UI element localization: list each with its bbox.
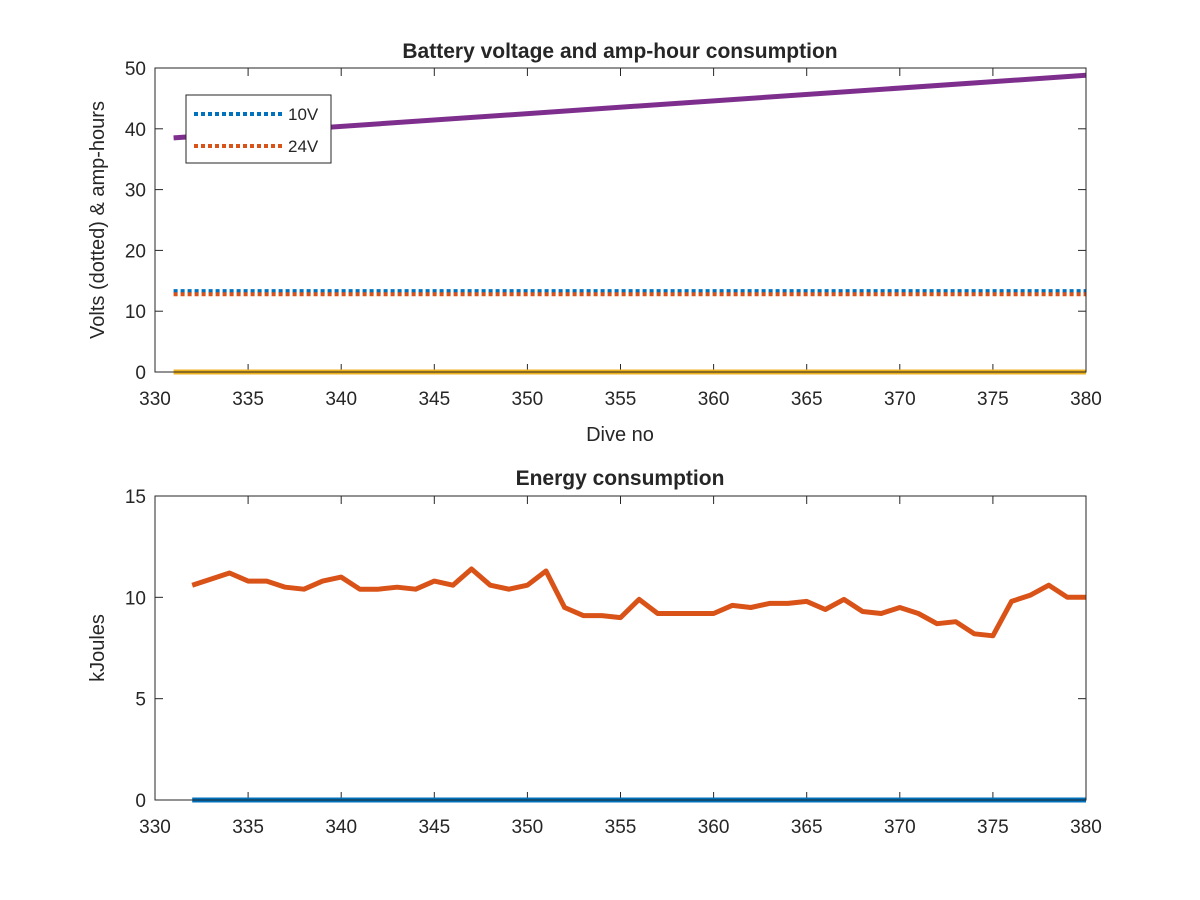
battery-ticks: 330 335 340 345 350 355 360 365 370 375 380 0 10 20 30… — [125, 59, 1102, 410]
energy-ytick-label: 15 — [125, 487, 146, 508]
battery-panel: Battery voltage and amp-hour consumption… — [87, 40, 1102, 446]
battery-legend: 10V 24V — [185, 94, 332, 164]
battery-xtick-label: 345 — [418, 389, 450, 410]
energy-series-line-1 — [191, 566, 1086, 639]
energy-xtick-label: 370 — [884, 817, 916, 838]
battery-xtick-label: 340 — [325, 389, 357, 410]
legend-label-24v: 24V — [288, 137, 319, 156]
battery-xtick-label: 335 — [232, 389, 264, 410]
battery-xtick-label: 365 — [791, 389, 823, 410]
energy-ticks: 330 335 340 345 350 355 360 365 370 375 380 0 5 10 15 — [125, 487, 1102, 838]
energy-xtick-label: 355 — [605, 817, 637, 838]
battery-ytick-label: 20 — [125, 241, 146, 262]
energy-xtick-label: 365 — [791, 817, 823, 838]
energy-xtick-label: 330 — [139, 817, 171, 838]
energy-xtick-label: 350 — [512, 817, 544, 838]
energy-xtick-label: 360 — [698, 817, 730, 838]
battery-ytick-label: 50 — [125, 59, 146, 80]
battery-ytick-label: 0 — [135, 363, 146, 384]
energy-axes-box — [154, 495, 1087, 801]
energy-panel: Energy consumption kJoules 330 335 340 345 3… — [87, 467, 1102, 838]
energy-ytick-label: 10 — [125, 588, 146, 609]
energy-xtick-label: 345 — [418, 817, 450, 838]
energy-xtick-label: 380 — [1070, 817, 1102, 838]
battery-xtick-label: 330 — [139, 389, 171, 410]
battery-xtick-label: 380 — [1070, 389, 1102, 410]
battery-xlabel: Dive no — [586, 424, 654, 446]
energy-xtick-label: 340 — [325, 817, 357, 838]
energy-ylabel: kJoules — [87, 614, 109, 682]
battery-xtick-label: 355 — [605, 389, 637, 410]
battery-ytick-label: 10 — [125, 302, 146, 323]
battery-xtick-label: 350 — [512, 389, 544, 410]
battery-xtick-label: 375 — [977, 389, 1009, 410]
battery-ylabel: Volts (dotted) & amp-hours — [87, 101, 109, 339]
battery-ytick-label: 40 — [125, 120, 146, 141]
legend-box — [185, 94, 332, 164]
energy-ytick-label: 5 — [135, 690, 146, 711]
battery-title: Battery voltage and amp-hour consumption — [402, 40, 837, 63]
energy-xtick-label: 375 — [977, 817, 1009, 838]
energy-title: Energy consumption — [516, 467, 725, 490]
battery-xtick-label: 370 — [884, 389, 916, 410]
legend-label-10v: 10V — [288, 105, 319, 124]
energy-plot — [191, 566, 1086, 803]
battery-ytick-label: 30 — [125, 181, 146, 202]
energy-ytick-label: 0 — [135, 791, 146, 812]
battery-xtick-label: 360 — [698, 389, 730, 410]
energy-xtick-label: 335 — [232, 817, 264, 838]
battery-axes-box — [154, 67, 1087, 373]
